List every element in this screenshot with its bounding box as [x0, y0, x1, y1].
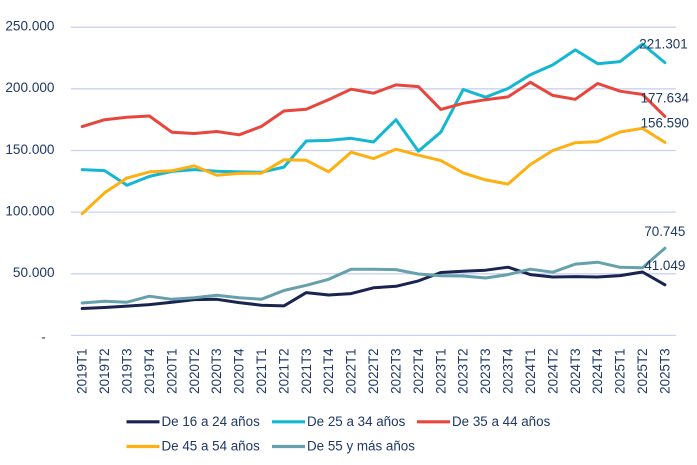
- svg-text:-: -: [41, 329, 45, 344]
- svg-text:2022T4: 2022T4: [411, 348, 426, 394]
- svg-text:2019T3: 2019T3: [120, 348, 135, 393]
- svg-text:2023T3: 2023T3: [478, 348, 493, 393]
- svg-text:100.000: 100.000: [5, 203, 55, 218]
- svg-text:2021T2: 2021T2: [276, 348, 291, 393]
- svg-text:50.000: 50.000: [13, 265, 55, 280]
- svg-text:2020T2: 2020T2: [187, 348, 202, 393]
- svg-text:2023T1: 2023T1: [433, 348, 448, 393]
- svg-text:150.000: 150.000: [5, 142, 55, 157]
- svg-text:2020T1: 2020T1: [164, 348, 179, 393]
- svg-text:2024T2: 2024T2: [545, 348, 560, 393]
- svg-text:2021T4: 2021T4: [321, 348, 336, 394]
- svg-text:2021T3: 2021T3: [299, 348, 314, 393]
- svg-text:2021T1: 2021T1: [254, 348, 269, 393]
- svg-text:2022T2: 2022T2: [366, 348, 381, 393]
- svg-text:2020T4: 2020T4: [232, 348, 247, 394]
- svg-text:200.000: 200.000: [5, 80, 55, 95]
- svg-text:2022T1: 2022T1: [344, 348, 359, 393]
- svg-text:2023T2: 2023T2: [456, 348, 471, 393]
- svg-text:2025T2: 2025T2: [635, 348, 650, 393]
- svg-text:2025T1: 2025T1: [613, 348, 628, 393]
- svg-text:2025T3: 2025T3: [657, 348, 672, 393]
- svg-text:2019T2: 2019T2: [97, 348, 112, 393]
- svg-text:2024T1: 2024T1: [523, 348, 538, 393]
- svg-text:2019T4: 2019T4: [142, 348, 157, 394]
- svg-text:2020T3: 2020T3: [209, 348, 224, 393]
- svg-text:2024T4: 2024T4: [590, 348, 605, 394]
- svg-text:De 16 a 24 años: De 16 a 24 años: [162, 414, 261, 429]
- svg-text:De 55 y más años: De 55 y más años: [307, 439, 415, 454]
- svg-text:2022T3: 2022T3: [389, 348, 404, 393]
- svg-text:2023T4: 2023T4: [501, 348, 516, 394]
- svg-text:70.745: 70.745: [644, 224, 685, 239]
- svg-text:De 45 a 54 años: De 45 a 54 años: [162, 439, 261, 454]
- svg-text:156.590: 156.590: [641, 116, 689, 131]
- svg-text:De 25 a 34 años: De 25 a 34 años: [307, 414, 406, 429]
- svg-text:2019T1: 2019T1: [75, 348, 90, 393]
- svg-text:177.634: 177.634: [641, 90, 690, 105]
- svg-text:2024T3: 2024T3: [568, 348, 583, 393]
- svg-text:De 35 a 44 años: De 35 a 44 años: [452, 414, 551, 429]
- svg-text:41.049: 41.049: [644, 258, 685, 273]
- svg-text:221.301: 221.301: [639, 36, 687, 51]
- svg-text:250.000: 250.000: [5, 19, 55, 34]
